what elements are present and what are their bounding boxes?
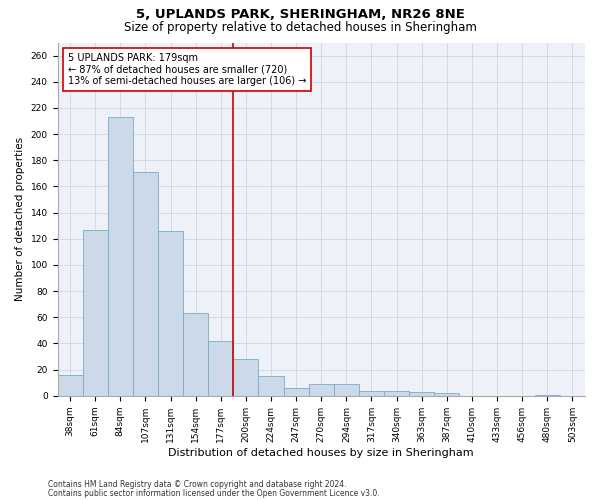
Bar (259, 376, 284, 396)
Bar (58, 375, 83, 396)
Bar (83, 230, 108, 396)
Text: Contains HM Land Registry data © Crown copyright and database right 2024.: Contains HM Land Registry data © Crown c… (48, 480, 347, 489)
Bar (108, 117, 133, 396)
Bar (183, 314, 208, 396)
Bar (233, 359, 259, 396)
Text: Size of property relative to detached houses in Sheringham: Size of property relative to detached ho… (124, 21, 476, 34)
Text: Contains public sector information licensed under the Open Government Licence v3: Contains public sector information licen… (48, 488, 380, 498)
Bar (535, 394, 560, 396)
Bar (334, 384, 359, 396)
Bar (158, 231, 183, 396)
Y-axis label: Number of detached properties: Number of detached properties (15, 137, 25, 301)
Bar (133, 172, 158, 396)
Text: 5 UPLANDS PARK: 179sqm
← 87% of detached houses are smaller (720)
13% of semi-de: 5 UPLANDS PARK: 179sqm ← 87% of detached… (68, 53, 307, 86)
Text: 5, UPLANDS PARK, SHERINGHAM, NR26 8NE: 5, UPLANDS PARK, SHERINGHAM, NR26 8NE (136, 8, 464, 20)
Bar (284, 388, 309, 396)
Bar (359, 390, 384, 396)
Bar (384, 390, 409, 396)
Bar (409, 392, 434, 396)
Bar (208, 341, 233, 396)
Bar (434, 393, 460, 396)
Bar (309, 384, 334, 396)
X-axis label: Distribution of detached houses by size in Sheringham: Distribution of detached houses by size … (169, 448, 474, 458)
